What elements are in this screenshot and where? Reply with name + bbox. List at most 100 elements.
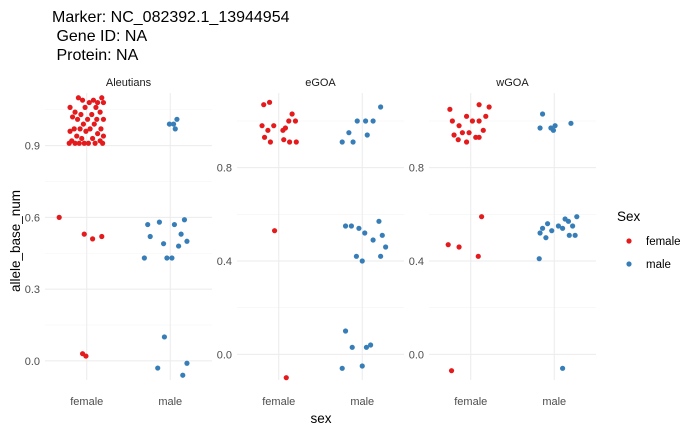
- data-point-female: [84, 116, 91, 122]
- data-point-female: [75, 95, 81, 101]
- data-point-female: [271, 123, 277, 129]
- data-point-male: [370, 118, 376, 124]
- data-point-female: [81, 231, 87, 237]
- y-tick-label: 0.0: [409, 349, 424, 361]
- data-point-male: [537, 230, 543, 236]
- data-point-male: [379, 232, 385, 238]
- data-point-female: [99, 95, 105, 101]
- data-point-female: [72, 140, 78, 146]
- data-point-female: [476, 134, 482, 140]
- data-point-male: [549, 228, 555, 234]
- data-point-male: [550, 127, 557, 133]
- legend-title: Sex: [617, 209, 641, 224]
- x-tick-label-female: female: [262, 396, 295, 408]
- data-point-female: [281, 137, 287, 143]
- data-point-male: [170, 121, 177, 127]
- data-point-male: [342, 328, 349, 334]
- data-point-female: [72, 109, 78, 115]
- legend-key-male: [626, 261, 632, 267]
- y-tick-label: 0.3: [25, 284, 40, 296]
- data-point-male: [536, 256, 542, 262]
- data-point-female: [100, 133, 107, 139]
- y-tick-label: 0.8: [409, 163, 424, 175]
- data-point-female: [271, 228, 278, 234]
- data-point-male: [570, 223, 576, 229]
- data-point-male: [350, 139, 356, 145]
- data-point-female: [463, 113, 470, 119]
- data-point-female: [283, 375, 289, 381]
- y-tick-label: 0.8: [217, 163, 232, 175]
- data-point-male: [178, 231, 184, 237]
- x-tick-label-male: male: [542, 396, 566, 408]
- data-point-female: [78, 111, 84, 118]
- data-point-female: [74, 133, 80, 139]
- data-point-female: [94, 116, 100, 122]
- data-point-female: [289, 111, 295, 117]
- data-point-female: [87, 126, 93, 132]
- legend-label-male: male: [646, 259, 671, 271]
- x-axis-title: sex: [310, 411, 331, 426]
- data-point-female: [82, 104, 88, 110]
- panel-wgoa: 0.0 0.4 0.8 female male wGOA: [409, 77, 596, 408]
- y-tick-label: 0.4: [217, 256, 232, 268]
- data-point-male: [184, 238, 190, 244]
- data-point-female: [79, 97, 86, 103]
- data-point-female: [261, 102, 267, 108]
- data-point-female: [267, 139, 273, 145]
- data-point-male: [147, 233, 153, 240]
- data-point-female: [293, 139, 299, 145]
- data-point-female: [67, 128, 73, 134]
- data-point-female: [476, 118, 482, 124]
- data-point-male: [339, 139, 345, 145]
- title-protein: Protein: NA: [52, 47, 139, 64]
- data-point-female: [99, 233, 105, 240]
- data-point-female: [261, 134, 268, 140]
- data-point-female: [67, 104, 73, 110]
- data-point-male: [174, 116, 180, 122]
- facet-label: eGOA: [305, 77, 336, 89]
- data-point-male: [363, 344, 370, 350]
- data-point-male: [346, 130, 352, 136]
- data-point-female: [486, 104, 492, 110]
- data-point-female: [98, 126, 104, 132]
- data-point-male: [141, 255, 147, 261]
- data-point-male: [180, 372, 186, 378]
- data-point-male: [171, 221, 178, 228]
- data-point-female: [81, 140, 87, 146]
- data-point-female: [280, 127, 286, 133]
- data-point-female: [466, 130, 472, 136]
- data-point-male: [565, 218, 572, 224]
- data-point-male: [378, 253, 384, 259]
- data-point-male: [555, 223, 562, 229]
- data-point-female: [483, 113, 489, 119]
- data-point-female: [286, 118, 292, 124]
- data-point-female: [100, 99, 107, 106]
- data-point-male: [161, 334, 168, 340]
- data-point-female: [100, 116, 107, 122]
- data-point-female: [80, 121, 87, 127]
- data-point-male: [172, 126, 178, 132]
- data-point-male: [353, 253, 360, 259]
- data-point-male: [378, 104, 384, 110]
- data-point-female: [463, 139, 470, 145]
- data-point-female: [71, 126, 77, 132]
- data-point-male: [364, 132, 370, 138]
- data-point-male: [155, 365, 161, 371]
- title-marker: Marker: NC_082392.1_13944954: [52, 9, 290, 26]
- data-point-female: [447, 106, 453, 112]
- data-point-female: [97, 109, 103, 115]
- data-point-male: [160, 241, 167, 247]
- data-point-female: [83, 353, 89, 359]
- data-point-male: [383, 244, 389, 250]
- data-point-male: [181, 217, 188, 223]
- legend: Sex female male: [617, 209, 681, 271]
- data-point-female: [69, 114, 76, 120]
- legend-key-female: [626, 238, 632, 244]
- data-point-male: [349, 344, 355, 350]
- data-point-male: [362, 230, 368, 236]
- facet-label: Aleutians: [106, 77, 152, 89]
- data-point-male: [566, 232, 572, 238]
- y-tick-label: 0.9: [25, 141, 40, 153]
- data-point-male: [145, 221, 151, 228]
- data-point-female: [451, 132, 457, 138]
